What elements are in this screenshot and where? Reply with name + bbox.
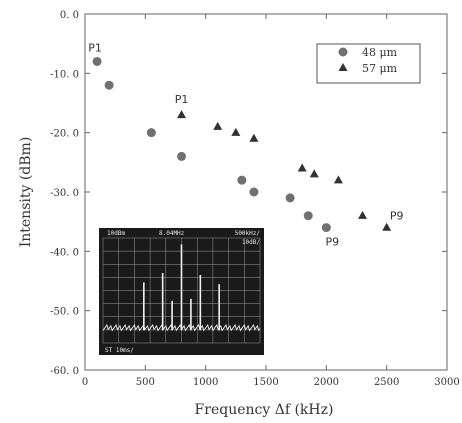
y-tick-label: -30. 0	[50, 188, 79, 199]
point-annotation-label: P9	[390, 210, 404, 223]
inset-label: ST 10ms/	[105, 347, 134, 354]
triangle-point	[297, 163, 307, 172]
inset-label: 500kHz/	[235, 230, 261, 237]
triangle-point	[382, 222, 392, 231]
data-points	[92, 56, 392, 233]
circle-point	[321, 223, 331, 233]
circle-point	[92, 56, 102, 66]
circle-point	[249, 187, 259, 197]
x-tick-label: 2000	[314, 377, 339, 388]
x-tick-label: 3000	[434, 377, 459, 388]
triangle-point	[213, 121, 223, 130]
legend: 48 μm 57 μm	[316, 43, 421, 84]
legend-label: 48 μm	[362, 46, 398, 59]
y-tick-label: 0. 0	[60, 10, 79, 21]
y-tick-label: -50. 0	[50, 307, 79, 318]
legend-label: 57 μm	[362, 62, 398, 75]
legend-circle-marker	[338, 47, 348, 57]
point-annotations: P1 P1 P9 P9	[88, 41, 403, 248]
inset-label: 8.04MHz	[159, 230, 185, 237]
y-tick-label: -10. 0	[50, 69, 79, 80]
circle-point	[237, 175, 247, 185]
axis-ticks	[84, 13, 448, 371]
x-axis-tick-labels: 0 500 1000 1500 2000 2500 3000	[82, 377, 460, 388]
y-tick-label: -40. 0	[50, 247, 79, 258]
point-annotation-label: P9	[326, 236, 340, 249]
triangle-point	[177, 110, 187, 119]
x-tick-label: 1000	[193, 377, 218, 388]
triangle-point	[358, 210, 368, 219]
circle-point	[285, 193, 295, 203]
triangle-point	[231, 127, 241, 136]
triangle-point	[333, 175, 343, 184]
triangle-point	[309, 169, 319, 178]
circle-point	[104, 80, 114, 90]
y-axis-tick-labels: 0. 0 -10. 0 -20. 0 -30. 0 -40. 0 -50. 0 -60. 0	[50, 10, 79, 377]
legend-box	[316, 43, 421, 84]
circle-point	[146, 128, 156, 138]
inset-label: 10dB/	[242, 239, 260, 246]
y-tick-label: -60. 0	[50, 366, 79, 377]
triangle-point	[249, 133, 259, 142]
point-annotation-label: P1	[175, 93, 189, 106]
point-annotation-label: P1	[88, 41, 102, 54]
x-axis-title: Frequency Δf (kHz)	[195, 402, 334, 418]
y-axis-title: Intensity (dBm)	[18, 137, 34, 248]
circle-point	[303, 211, 313, 221]
inset-label: 10dBm	[107, 230, 125, 237]
legend-triangle-marker	[338, 63, 348, 71]
y-tick-label: -20. 0	[50, 129, 79, 140]
circle-point	[177, 151, 187, 161]
x-tick-label: 1500	[253, 377, 278, 388]
x-tick-label: 500	[136, 377, 155, 388]
spectrum-inset: 10dBm 8.04MHz 500kHz/10dB/ST 10ms/	[99, 228, 264, 355]
x-tick-label: 0	[82, 377, 88, 388]
x-tick-label: 2500	[374, 377, 399, 388]
